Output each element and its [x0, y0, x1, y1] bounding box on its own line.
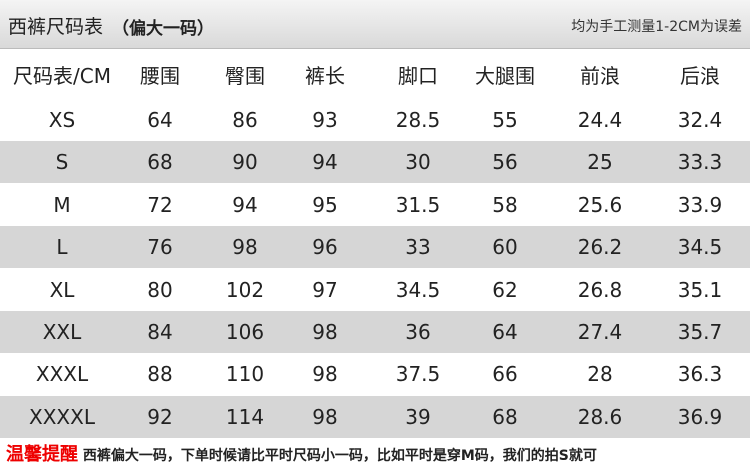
measurement: 66 — [492, 362, 518, 387]
measurement: 76 — [147, 235, 173, 260]
measurement: 80 — [147, 277, 173, 302]
measurement: 56 — [492, 150, 518, 175]
measurement: 93 — [312, 108, 338, 132]
measurement: 60 — [492, 235, 518, 260]
measurement: 33 — [405, 235, 431, 260]
size-label: M — [53, 192, 71, 217]
measurement: 114 — [225, 404, 265, 429]
subtitle: （偏大一码） — [112, 19, 214, 39]
footer-text: 西裤偏大一码，下单时候请比平时尺码小一码，比如平时是穿M码，我们的拍S就可 — [82, 448, 597, 464]
column-header: 前浪 — [580, 64, 620, 88]
measurement: 28.5 — [395, 108, 441, 132]
note: 均为手工测量1-2CM为误差 — [571, 19, 742, 35]
measurement: 30 — [405, 150, 431, 175]
measurement: 35.1 — [677, 277, 723, 302]
measurement: 102 — [225, 277, 265, 302]
measurement: 25 — [587, 150, 613, 175]
measurement: 86 — [232, 108, 258, 132]
column-header: 裤长 — [305, 64, 345, 88]
measurement: 106 — [225, 320, 265, 344]
measurement: 64 — [492, 320, 518, 344]
column-header: 大腿围 — [475, 64, 535, 88]
measurement: 68 — [147, 150, 173, 175]
measurement: 37.5 — [395, 362, 441, 387]
column-header: 尺码表/CM — [13, 64, 111, 88]
header-bar: 西裤尺码表 （偏大一码） 均为手工测量1-2CM为误差 — [0, 0, 750, 49]
measurement: 96 — [312, 235, 338, 260]
measurement: 33.3 — [677, 150, 723, 175]
measurement: 39 — [405, 404, 431, 429]
measurement: 24.4 — [577, 108, 623, 132]
size-label: XXL — [42, 320, 82, 344]
measurement: 62 — [492, 277, 518, 302]
row-background — [0, 311, 750, 353]
size-label: XXXL — [35, 362, 89, 387]
row-background — [0, 141, 750, 184]
measurement: 31.5 — [395, 192, 441, 217]
measurement: 34.5 — [677, 235, 723, 260]
column-header: 腰围 — [140, 64, 180, 88]
measurement: 97 — [312, 277, 338, 302]
measurement: 98 — [312, 404, 338, 429]
measurement: 90 — [232, 150, 258, 175]
measurement: 36.3 — [677, 362, 723, 387]
measurement: 33.9 — [677, 192, 723, 217]
measurement: 26.2 — [577, 235, 623, 260]
size-label: S — [55, 150, 69, 175]
measurement: 36 — [405, 320, 431, 344]
measurement: 25.6 — [577, 192, 623, 217]
measurement: 95 — [312, 192, 338, 217]
column-header: 脚口 — [398, 64, 438, 88]
size-label: XXXXL — [29, 404, 95, 429]
measurement: 98 — [312, 320, 338, 344]
title: 西裤尺码表 — [8, 16, 104, 38]
row-background — [0, 395, 750, 438]
measurement: 84 — [147, 320, 173, 344]
measurement: 68 — [492, 404, 518, 429]
measurement: 58 — [492, 192, 518, 217]
size-label: XS — [48, 108, 76, 132]
measurement: 32.4 — [677, 108, 723, 132]
measurement: 34.5 — [395, 277, 441, 302]
measurement: 110 — [225, 362, 265, 387]
size-label: L — [56, 235, 68, 260]
measurement: 94 — [312, 150, 338, 175]
measurement: 28 — [587, 362, 613, 387]
measurement: 35.7 — [677, 320, 723, 344]
column-header: 臀围 — [225, 64, 265, 88]
measurement: 88 — [147, 362, 173, 387]
column-header: 后浪 — [680, 64, 720, 88]
measurement: 26.8 — [577, 277, 623, 302]
footer: 温馨提醒 西裤偏大一码，下单时候请比平时尺码小一码，比如平时是穿M码，我们的拍S… — [0, 436, 750, 474]
measurement: 64 — [147, 108, 173, 132]
measurement: 98 — [232, 235, 258, 260]
measurement: 72 — [147, 192, 173, 217]
footer-highlight: 温馨提醒 — [6, 444, 78, 465]
measurement: 98 — [312, 362, 338, 387]
measurement: 92 — [147, 404, 173, 429]
measurement: 27.4 — [577, 320, 623, 344]
measurement: 94 — [232, 192, 258, 217]
measurement: 36.9 — [677, 404, 723, 429]
row-background — [0, 226, 750, 269]
measurement: 55 — [492, 108, 518, 132]
measurement: 28.6 — [577, 404, 623, 429]
size-label: XL — [49, 277, 75, 302]
